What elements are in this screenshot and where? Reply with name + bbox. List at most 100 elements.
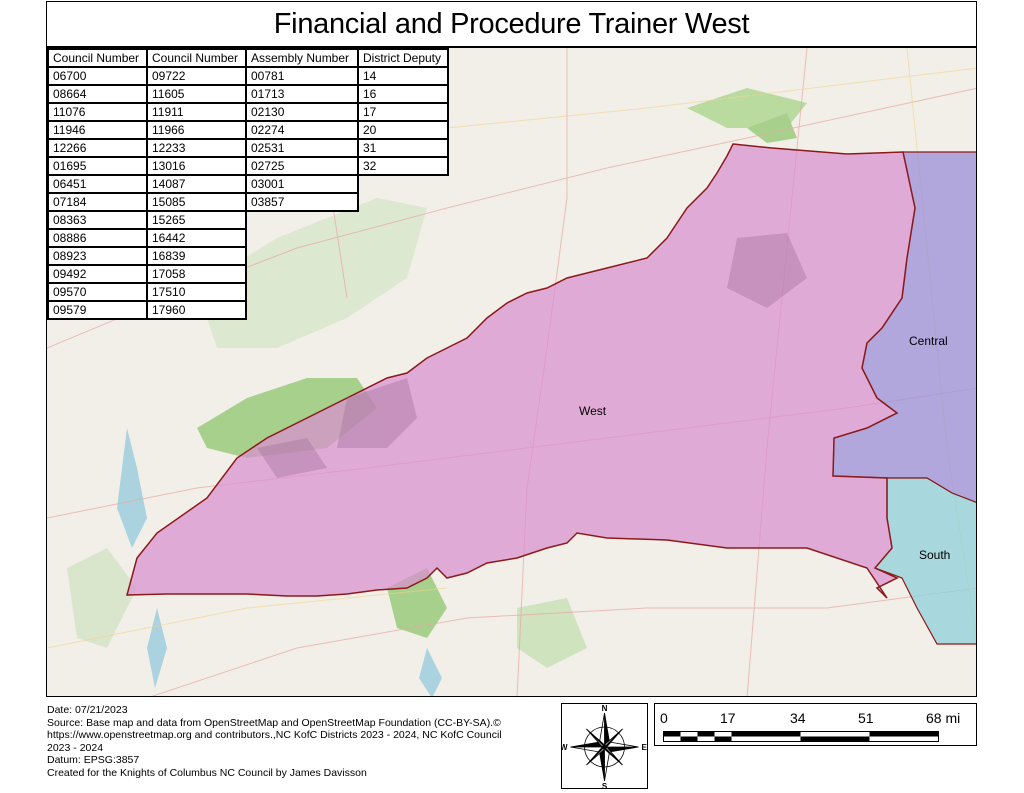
table-cell: 15085 [146,192,247,212]
table-row: 14087 [146,174,247,194]
table-row: 11605 [146,84,247,104]
source-text-1: Source: Base map and data from OpenStree… [47,716,501,729]
table-cell: 17 [357,102,449,122]
table-cell: 06700 [47,66,148,86]
table-row: 01695 [47,156,148,176]
table-cell: 08363 [47,210,148,230]
table-row: 06700 [47,66,148,86]
scale-label-4: 68 mi [926,710,961,726]
central-label: Central [909,334,948,348]
table-cell: 09570 [47,282,148,302]
table-cell: 01713 [245,84,359,104]
table-cell: 11946 [47,120,148,140]
council-table-1: Council Number 06700 08664 11076 11946 12266… [47,48,148,320]
table-cell: 02274 [245,120,359,140]
table-cell: 07184 [47,192,148,212]
assembly-body: 00781 01713 02130 02274 02531 02725 03001 03857 [245,66,359,212]
table-row: 11966 [146,120,247,140]
table-row: 09492 [47,264,148,284]
table-cell: 15265 [146,210,247,230]
compass-n: N [602,704,608,713]
scale-label-3: 51 [858,710,874,726]
table-cell: 09579 [47,300,148,320]
table-cell: 11966 [146,120,247,140]
table-row: 02725 [245,156,359,176]
table-row: 09570 [47,282,148,302]
scale-bar [663,731,939,742]
scale-label-1: 17 [720,710,736,726]
council-body-2: 09722 11605 11911 11966 12233 13016 14087 15085… [146,66,247,320]
table-cell: 16442 [146,228,247,248]
district-table: District Deputy 14 16 17 20 31 32 [357,48,449,176]
table-row: 11946 [47,120,148,140]
table-row: 31 [357,138,449,158]
table-cell: 17058 [146,264,247,284]
table-cell: 12233 [146,138,247,158]
table-cell: 17510 [146,282,247,302]
table-cell: 02531 [245,138,359,158]
council-header-1: Council Number [47,48,148,68]
table-cell: 11911 [146,102,247,122]
table-row: 09579 [47,300,148,320]
compass-w: W [562,743,568,752]
table-row: 02130 [245,102,359,122]
table-cell: 09722 [146,66,247,86]
district-header: District Deputy [357,48,449,68]
assembly-table: Assembly Number 00781 01713 02130 02274 0253… [245,48,359,212]
table-row: 08363 [47,210,148,230]
table-row: 14 [357,66,449,86]
table-cell: 11605 [146,84,247,104]
scale-label-0: 0 [660,710,668,726]
date-text: Date: 07/21/2023 [47,704,128,716]
table-cell: 31 [357,138,449,158]
source-text-2: https://www.openstreetmap.org and contri… [47,729,502,741]
table-cell: 03001 [245,174,359,194]
table-row: 11911 [146,102,247,122]
table-cell: 12266 [47,138,148,158]
north-arrow-box: N S E W [560,703,648,791]
table-row: 16 [357,84,449,104]
south-label: South [919,548,951,562]
table-cell: 20 [357,120,449,140]
map-title: Financial and Procedure Trainer West [273,7,750,40]
table-row: 17 [357,102,449,122]
table-cell: 08886 [47,228,148,248]
west-label: West [579,404,607,418]
table-cell: 13016 [146,156,247,176]
table-cell: 32 [357,156,449,176]
table-row: 20 [357,120,449,140]
table-cell: 08664 [47,84,148,104]
map-canvas [47,48,976,696]
table-cell: 01695 [47,156,148,176]
table-row: 07184 [47,192,148,212]
table-row: 09722 [146,66,247,86]
table-cell: 14 [357,66,449,86]
compass-e: E [642,743,648,752]
west-region[interactable] [126,143,916,599]
district-body: 14 16 17 20 31 32 [357,66,449,176]
scale-bar-box: 0 17 34 51 68 mi [654,703,977,746]
table-row: 17058 [146,264,247,284]
table-cell: 14087 [146,174,247,194]
table-row: 08923 [47,246,148,266]
table-cell: 02130 [245,102,359,122]
table-cell: 11076 [47,102,148,122]
credit-text: Created for the Knights of Columbus NC C… [47,766,367,779]
table-row: 02274 [245,120,359,140]
table-row: 02531 [245,138,359,158]
table-row: 08886 [47,228,148,248]
table-cell: 02725 [245,156,359,176]
scale-label-2: 34 [790,710,806,726]
map-footer: Date: 07/21/2023 Source: Base map and da… [47,704,547,779]
table-row: 08664 [47,84,148,104]
table-row: 16442 [146,228,247,248]
table-row: 01713 [245,84,359,104]
table-cell: 06451 [47,174,148,194]
table-row: 00781 [245,66,359,86]
table-cell: 09492 [47,264,148,284]
source-text-3: 2023 - 2024 [47,741,104,754]
map-area[interactable]: West Central South [46,47,977,697]
table-row: 15085 [146,192,247,212]
table-row: 06451 [47,174,148,194]
datum-text: Datum: EPSG:3857 [47,754,140,766]
